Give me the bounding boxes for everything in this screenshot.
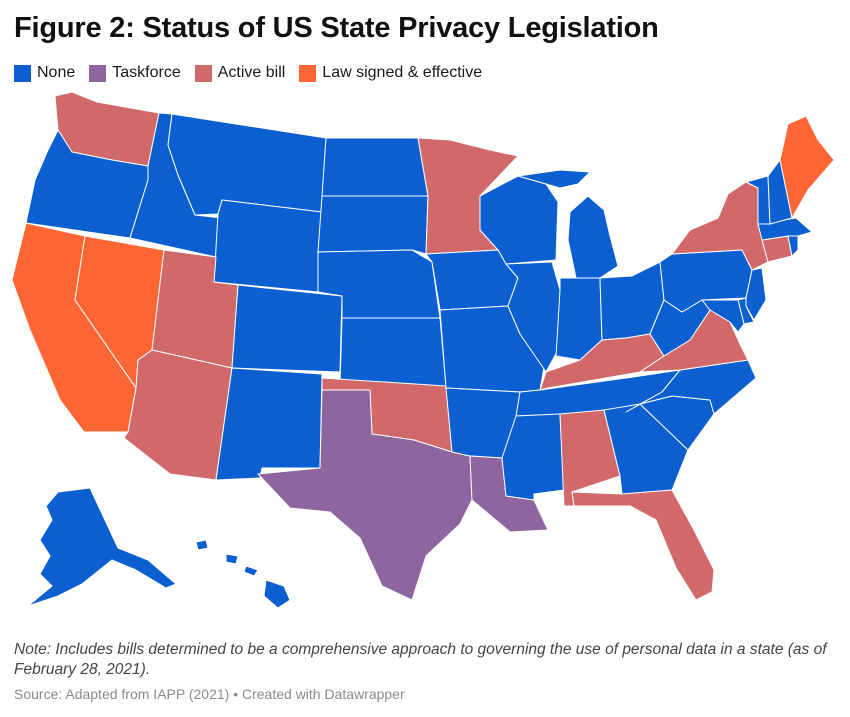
state-texas[interactable] [257,389,473,601]
legend: None Taskforce Active bill Law signed & … [14,64,496,82]
state-colorado[interactable] [231,284,343,373]
state-north-carolina[interactable] [625,359,757,415]
us-map [11,91,835,609]
state-maryland[interactable] [701,299,745,333]
state-north-dakota[interactable] [321,137,429,197]
state-vermont[interactable] [745,175,771,225]
state-hawaii[interactable] [195,539,291,609]
legend-swatch-signed [299,64,317,82]
footnote: Note: Includes bills determined to be a … [14,641,827,678]
chart-title: Figure 2: Status of US State Privacy Leg… [14,12,659,44]
legend-item-active: Active bill [194,64,286,82]
state-alaska[interactable] [27,487,177,607]
state-kansas[interactable] [339,317,447,387]
legend-swatch-active [194,64,212,82]
state-florida[interactable] [571,489,715,601]
legend-label-active: Active bill [217,64,286,81]
state-new-mexico[interactable] [215,367,323,481]
state-south-dakota[interactable] [317,195,429,255]
state-arizona[interactable] [123,349,233,481]
state-michigan[interactable] [517,169,619,279]
legend-label-taskforce: Taskforce [112,64,181,81]
legend-label-signed: Law signed & effective [322,64,483,81]
legend-item-taskforce: Taskforce [89,64,181,82]
state-wyoming[interactable] [213,199,323,293]
state-montana[interactable] [167,113,327,216]
source-line: Source: Adapted from IAPP (2021) • Creat… [14,686,405,702]
legend-label-none: None [37,64,76,81]
legend-swatch-none [14,64,31,82]
legend-item-signed: Law signed & effective [299,64,482,82]
state-maine[interactable] [779,115,835,219]
legend-item-none: None [14,64,75,82]
state-connecticut[interactable] [761,235,793,263]
legend-swatch-taskforce [89,64,107,82]
